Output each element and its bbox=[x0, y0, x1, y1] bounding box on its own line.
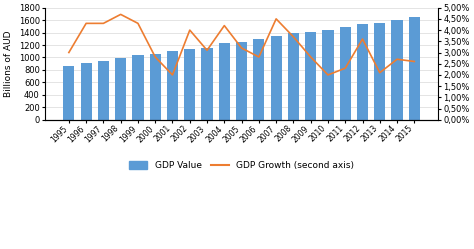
Bar bbox=[357, 24, 368, 120]
Bar bbox=[253, 39, 264, 120]
GDP Growth (second axis) bbox=[325, 73, 331, 76]
Bar bbox=[288, 33, 299, 120]
Legend: GDP Value, GDP Growth (second axis): GDP Value, GDP Growth (second axis) bbox=[126, 157, 357, 174]
Bar bbox=[322, 30, 334, 120]
Bar bbox=[236, 42, 247, 120]
GDP Growth (second axis) bbox=[100, 22, 106, 25]
Bar bbox=[167, 51, 178, 120]
GDP Growth (second axis) bbox=[170, 73, 175, 76]
GDP Growth (second axis) bbox=[135, 22, 141, 25]
Bar bbox=[98, 61, 109, 120]
GDP Growth (second axis) bbox=[394, 58, 400, 61]
GDP Growth (second axis) bbox=[377, 71, 383, 74]
Bar bbox=[305, 32, 316, 120]
Bar bbox=[201, 48, 213, 120]
GDP Growth (second axis) bbox=[308, 56, 313, 59]
Bar bbox=[392, 20, 403, 120]
GDP Growth (second axis) bbox=[411, 60, 417, 63]
Y-axis label: Billions of AUD: Billions of AUD bbox=[4, 30, 13, 97]
GDP Growth (second axis) bbox=[291, 35, 296, 38]
Bar bbox=[184, 49, 195, 120]
Bar bbox=[271, 36, 282, 120]
Bar bbox=[132, 55, 144, 120]
Line: GDP Growth (second axis): GDP Growth (second axis) bbox=[69, 14, 414, 75]
Bar bbox=[63, 66, 74, 120]
GDP Growth (second axis) bbox=[83, 22, 89, 25]
GDP Growth (second axis) bbox=[204, 49, 210, 52]
GDP Growth (second axis) bbox=[152, 56, 158, 59]
GDP Growth (second axis) bbox=[118, 13, 124, 16]
GDP Growth (second axis) bbox=[187, 29, 192, 32]
Bar bbox=[150, 54, 161, 120]
GDP Growth (second axis) bbox=[239, 47, 245, 50]
Bar bbox=[219, 44, 230, 120]
GDP Growth (second axis) bbox=[66, 51, 72, 54]
Bar bbox=[339, 27, 351, 120]
GDP Growth (second axis) bbox=[221, 24, 227, 27]
Bar bbox=[115, 58, 126, 120]
Bar bbox=[409, 17, 420, 120]
GDP Growth (second axis) bbox=[360, 38, 365, 41]
GDP Growth (second axis) bbox=[273, 17, 279, 20]
Bar bbox=[81, 63, 92, 120]
GDP Growth (second axis) bbox=[256, 56, 262, 59]
GDP Growth (second axis) bbox=[342, 67, 348, 70]
Bar bbox=[374, 23, 385, 120]
